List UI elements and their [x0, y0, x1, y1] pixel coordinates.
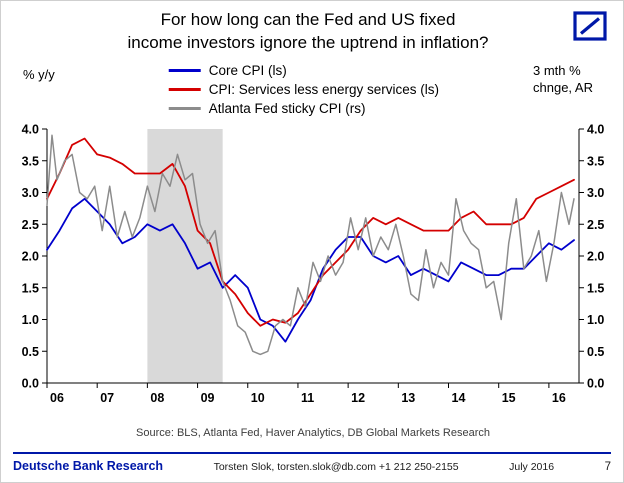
footer-date: July 2016 — [509, 461, 555, 473]
legend-label: Atlanta Fed sticky CPI (rs) — [208, 101, 366, 116]
svg-text:0.0: 0.0 — [587, 377, 604, 391]
page-title-line1: For how long can the Fed and US fixed — [160, 10, 456, 29]
deutsche-bank-logo-icon — [573, 11, 607, 46]
svg-text:11: 11 — [301, 391, 314, 405]
svg-text:2.5: 2.5 — [22, 218, 39, 232]
chart-legend: Core CPI (ls) CPI: Services less energy … — [168, 61, 440, 118]
svg-text:07: 07 — [100, 391, 114, 405]
svg-text:06: 06 — [50, 391, 64, 405]
footer-brand: Deutsche Bank Research — [13, 459, 164, 473]
svg-text:4.0: 4.0 — [22, 123, 39, 137]
svg-text:1.0: 1.0 — [22, 313, 39, 327]
svg-text:15: 15 — [502, 391, 516, 405]
svg-text:3.5: 3.5 — [587, 154, 604, 168]
footer: Deutsche Bank Research Torsten Slok, tor… — [13, 452, 611, 473]
source-note: Source: BLS, Atlanta Fed, Haver Analytic… — [136, 427, 490, 439]
core-cpi-line-swatch — [168, 69, 201, 72]
sticky-cpi-line-swatch — [168, 107, 201, 110]
left-axis-label: % y/y — [23, 67, 55, 82]
footer-page-number: 7 — [604, 461, 611, 473]
legend-item-sticky-cpi: Atlanta Fed sticky CPI (rs) — [168, 99, 439, 118]
svg-text:1.5: 1.5 — [22, 281, 39, 295]
legend-label: Core CPI (ls) — [208, 63, 287, 78]
svg-text:4.0: 4.0 — [587, 123, 604, 137]
svg-text:12: 12 — [351, 391, 365, 405]
legend-item-core-cpi: Core CPI (ls) — [168, 61, 439, 80]
page-title-line2: income investors ignore the uptrend in i… — [127, 32, 489, 52]
footer-contact: Torsten Slok, torsten.slok@db.com +1 212… — [213, 461, 459, 473]
page-title: For how long can the Fed and US fixed in… — [73, 9, 543, 55]
svg-text:3.5: 3.5 — [22, 154, 39, 168]
recession-band — [147, 129, 223, 383]
legend-label: CPI: Services less energy services (ls) — [208, 82, 440, 97]
legend-item-cpi-services: CPI: Services less energy services (ls) — [168, 80, 440, 99]
svg-text:2.0: 2.0 — [22, 250, 39, 264]
svg-text:1.5: 1.5 — [587, 281, 604, 295]
svg-text:3.0: 3.0 — [587, 186, 604, 200]
series-line — [46, 134, 575, 356]
svg-text:0.5: 0.5 — [22, 345, 39, 359]
svg-text:1.0: 1.0 — [587, 313, 604, 327]
right-axis-label: 3 mth % chnge, AR — [533, 63, 593, 95]
svg-text:2.5: 2.5 — [587, 218, 604, 232]
chart-svg: 0.0 0.0 0.5 0.5 1.0 1.0 1.5 1.5 2.0 2.0 2.5 2.5 3.0 3… — [22, 123, 605, 406]
svg-text:14: 14 — [452, 391, 466, 405]
svg-text:08: 08 — [150, 391, 164, 405]
svg-text:3.0: 3.0 — [22, 186, 39, 200]
inflation-chart: 0.0 0.0 0.5 0.5 1.0 1.0 1.5 1.5 2.0 2.0 2.5 2.5 3.0 3… — [1, 109, 623, 409]
svg-text:13: 13 — [401, 391, 415, 405]
svg-text:0.5: 0.5 — [587, 345, 604, 359]
svg-text:09: 09 — [201, 391, 215, 405]
series-line — [46, 197, 575, 343]
svg-text:10: 10 — [251, 391, 265, 405]
svg-text:2.0: 2.0 — [587, 250, 604, 264]
svg-text:16: 16 — [552, 391, 566, 405]
svg-text:0.0: 0.0 — [22, 377, 39, 391]
cpi-services-line-swatch — [168, 88, 201, 91]
series-line — [46, 137, 575, 327]
